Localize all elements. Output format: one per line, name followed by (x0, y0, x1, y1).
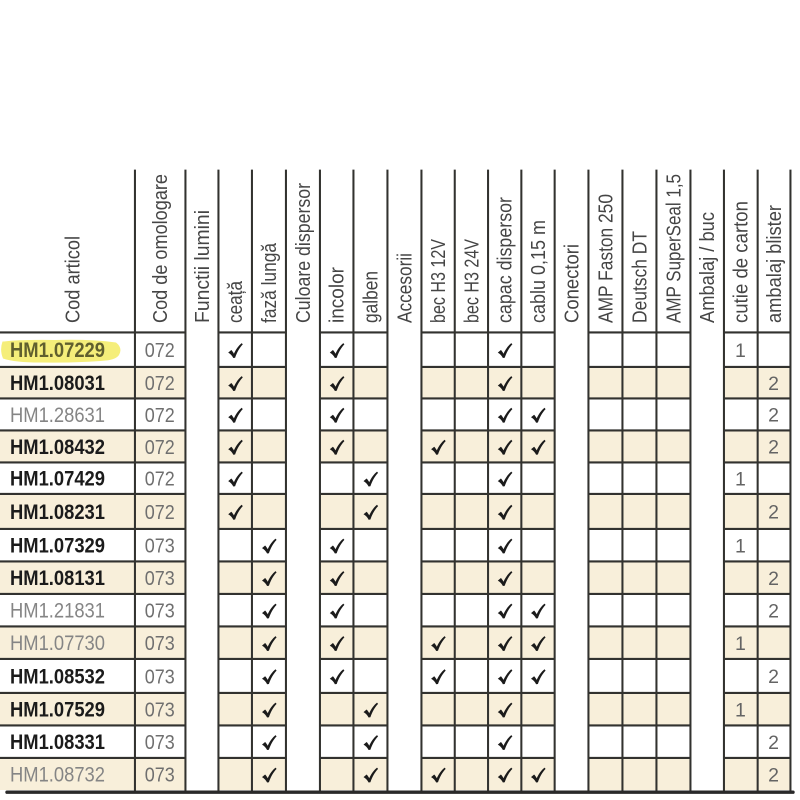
svg-text:Ambalaj / buc: Ambalaj / buc (697, 212, 719, 323)
svg-text:072: 072 (145, 340, 175, 362)
svg-text:HM1.07329: HM1.07329 (10, 535, 105, 558)
svg-text:Culoare dispersor: Culoare dispersor (293, 183, 315, 323)
svg-text:073: 073 (145, 601, 175, 623)
svg-text:072: 072 (145, 437, 175, 459)
svg-text:cablu 0,15 m: cablu 0,15 m (528, 220, 550, 323)
svg-text:HM1.08031: HM1.08031 (10, 372, 105, 395)
svg-text:073: 073 (145, 633, 175, 655)
svg-text:ceață: ceață (225, 280, 247, 323)
svg-text:Deutsch DT: Deutsch DT (629, 231, 651, 323)
svg-text:072: 072 (145, 469, 175, 491)
svg-text:072: 072 (145, 502, 175, 524)
svg-text:073: 073 (145, 568, 175, 590)
svg-text:Conectori: Conectori (561, 244, 583, 323)
svg-text:Cod articol: Cod articol (63, 236, 85, 323)
svg-text:073: 073 (145, 700, 175, 722)
svg-text:1: 1 (735, 468, 746, 490)
svg-text:HM1.08432: HM1.08432 (10, 436, 105, 459)
svg-text:2: 2 (768, 373, 779, 395)
svg-text:AMP Faston 250: AMP Faston 250 (595, 194, 617, 323)
svg-text:HM1.21831: HM1.21831 (10, 600, 105, 623)
svg-text:capac dispersor: capac dispersor (495, 197, 517, 323)
svg-text:Accesorii: Accesorii (394, 253, 416, 323)
svg-text:1: 1 (735, 340, 746, 362)
svg-text:HM1.28631: HM1.28631 (10, 404, 105, 427)
svg-text:incolor: incolor (327, 267, 349, 323)
svg-text:2: 2 (768, 405, 779, 427)
svg-text:2: 2 (768, 732, 779, 754)
svg-text:073: 073 (145, 666, 175, 688)
svg-text:2: 2 (768, 502, 779, 524)
svg-text:2: 2 (768, 764, 779, 786)
svg-text:2: 2 (768, 666, 779, 688)
svg-text:1: 1 (735, 699, 746, 721)
svg-text:fază lungă: fază lungă (259, 242, 281, 323)
svg-text:Cod de omologare: Cod de omologare (150, 174, 172, 323)
svg-text:073: 073 (145, 536, 175, 558)
svg-text:HM1.08532: HM1.08532 (10, 665, 105, 688)
svg-text:072: 072 (145, 405, 175, 427)
svg-text:HM1.07730: HM1.07730 (10, 632, 105, 655)
svg-text:HM1.08131: HM1.08131 (10, 567, 105, 590)
svg-text:Functii lumini: Functii lumini (192, 210, 214, 323)
svg-text:1: 1 (735, 535, 746, 557)
svg-text:HM1.08732: HM1.08732 (10, 764, 105, 787)
svg-text:ambalaj blister: ambalaj blister (764, 205, 786, 323)
svg-text:cutie de carton: cutie de carton (731, 201, 753, 323)
svg-text:bec H3 12V: bec H3 12V (428, 238, 450, 323)
svg-text:2: 2 (768, 600, 779, 622)
svg-text:HM1.08331: HM1.08331 (10, 731, 105, 754)
svg-text:1: 1 (735, 633, 746, 655)
svg-text:2: 2 (768, 568, 779, 590)
svg-text:HM1.07529: HM1.07529 (10, 699, 105, 722)
svg-text:2: 2 (768, 437, 779, 459)
svg-text:073: 073 (145, 765, 175, 787)
svg-text:HM1.07429: HM1.07429 (10, 468, 105, 491)
svg-text:073: 073 (145, 732, 175, 754)
svg-text:bec H3 24V: bec H3 24V (461, 238, 483, 323)
svg-text:072: 072 (145, 373, 175, 395)
svg-text:HM1.08231: HM1.08231 (10, 501, 105, 524)
svg-text:galben: galben (360, 271, 382, 323)
svg-text:HM1.07229: HM1.07229 (10, 339, 105, 362)
svg-text:AMP SuperSeal 1,5: AMP SuperSeal 1,5 (663, 174, 685, 323)
